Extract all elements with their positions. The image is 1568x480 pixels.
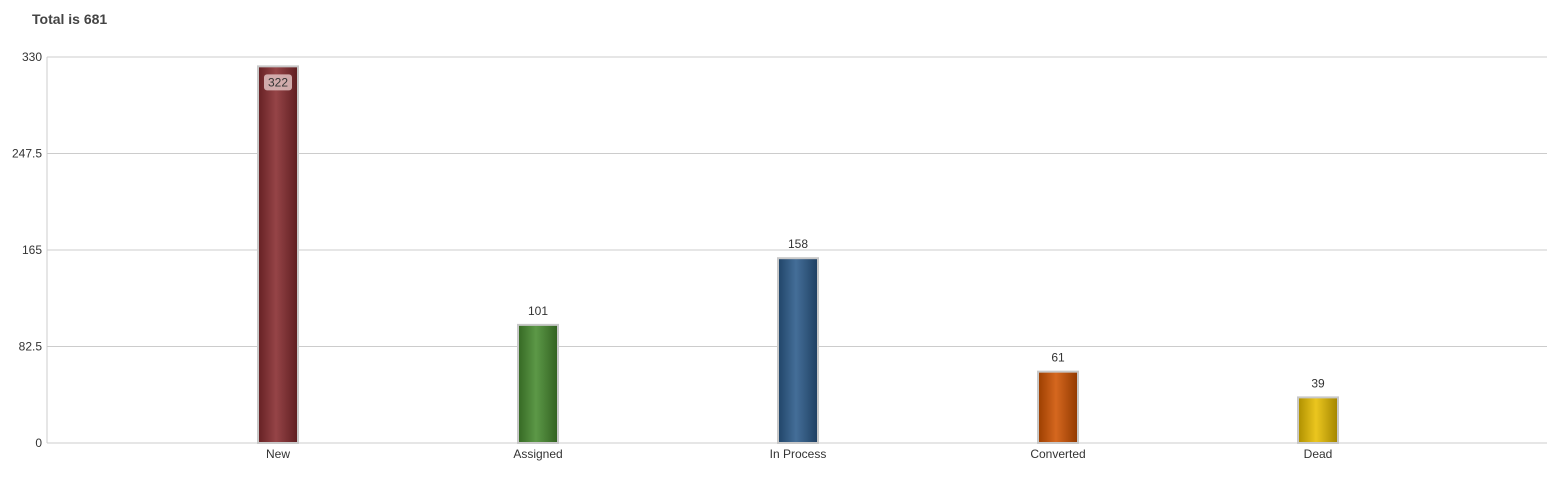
y-tick-label: 165 [22, 243, 42, 257]
chart-title: Total is 681 [32, 11, 108, 27]
bar-converted[interactable] [1037, 370, 1079, 445]
value-label: 158 [788, 237, 808, 251]
y-tick-label: 330 [22, 50, 42, 64]
value-label: 39 [1311, 376, 1325, 390]
x-tick-label: Converted [1030, 447, 1085, 461]
bar-dead[interactable] [1297, 396, 1339, 444]
value-label: 322 [268, 75, 288, 89]
x-tick-label: In Process [770, 447, 827, 461]
y-tick-label: 0 [35, 436, 42, 450]
value-label: 101 [528, 304, 548, 318]
bar-assigned[interactable] [517, 323, 559, 444]
x-tick-label: Assigned [513, 447, 562, 461]
y-tick-label: 247.5 [12, 147, 42, 161]
bar-new[interactable] [257, 65, 299, 444]
x-tick-label: Dead [1304, 447, 1333, 461]
value-label: 61 [1051, 351, 1065, 365]
value-label-background [264, 74, 292, 91]
x-tick-label: New [266, 447, 290, 461]
bar-in-process[interactable] [777, 257, 819, 444]
y-tick-label: 82.5 [19, 340, 43, 354]
